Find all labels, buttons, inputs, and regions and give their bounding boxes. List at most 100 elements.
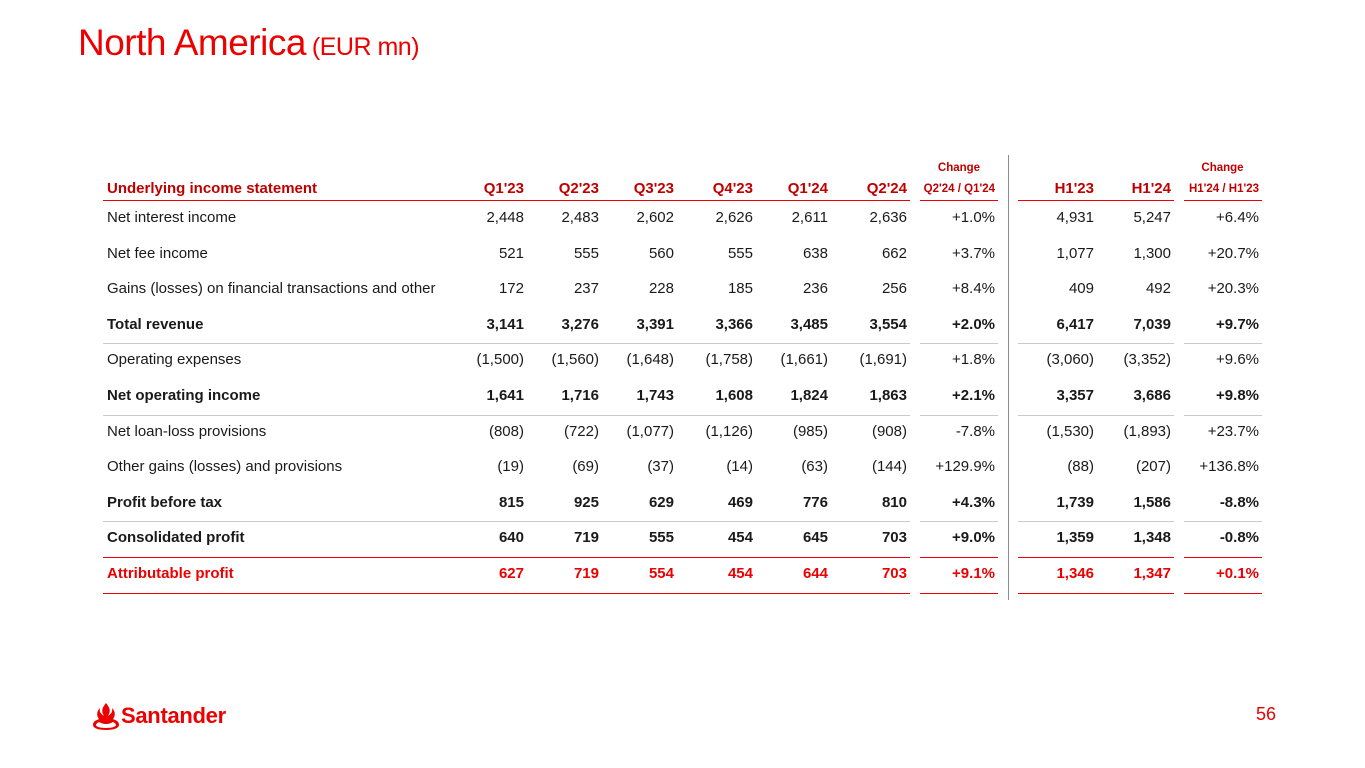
row-divider	[920, 521, 998, 522]
table-cell: +129.9%	[935, 458, 995, 476]
table-cell: 1,716	[561, 387, 599, 404]
table-cell: 3,554	[869, 315, 907, 333]
table-cell: +9.0%	[952, 529, 995, 547]
row-label: Operating expenses	[107, 351, 242, 369]
table-cell: 236	[802, 280, 828, 298]
table-cell: 7,039	[1133, 315, 1171, 333]
table-cell: 925	[573, 493, 599, 511]
table-cell: 3,686	[1133, 387, 1171, 404]
table-cell: (1,560)	[551, 351, 599, 369]
table-cell: 3,276	[561, 315, 599, 333]
table-cell: +4.3%	[952, 493, 995, 511]
table-cell: 560	[648, 244, 674, 262]
table-cell: (14)	[726, 458, 753, 476]
table-cell: 554	[648, 565, 674, 582]
table-cell: 719	[573, 529, 599, 547]
column-header: Q2'24	[866, 180, 907, 197]
table-cell: 3,366	[715, 315, 753, 333]
table-cell: 6,417	[1056, 315, 1094, 333]
table-cell: (63)	[801, 458, 828, 476]
table-cell: (1,077)	[626, 422, 674, 440]
table-cell: 1,863	[869, 387, 907, 404]
table-cell: +2.1%	[952, 387, 995, 404]
table-cell: 185	[727, 280, 753, 298]
table-cell: 3,141	[486, 315, 524, 333]
table-cell: 454	[727, 565, 753, 582]
table-cell: +0.1%	[1216, 565, 1259, 582]
header-rule	[103, 200, 910, 201]
row-divider	[920, 557, 998, 558]
table-cell: 640	[498, 529, 524, 547]
table-cell: 469	[727, 493, 753, 511]
row-label: Net loan-loss provisions	[107, 422, 267, 440]
table-cell: (3,060)	[1046, 351, 1094, 369]
column-header: Q1'24	[787, 180, 828, 197]
table-cell: 1,608	[715, 387, 753, 404]
table-cell: 2,626	[715, 209, 753, 226]
table-cell: 3,485	[790, 315, 828, 333]
table-cell: 256	[881, 280, 907, 298]
row-label: Attributable profit	[107, 565, 234, 582]
table-cell: 1,359	[1056, 529, 1094, 547]
table-cell: 1,077	[1056, 244, 1094, 262]
table-cell: 627	[498, 565, 524, 582]
table-cell: (1,530)	[1046, 422, 1094, 440]
table-cell: (1,758)	[705, 351, 753, 369]
table-cell: 719	[573, 565, 599, 582]
table-cell: 2,611	[791, 209, 828, 226]
page-title: North America (EUR mn)	[78, 22, 420, 64]
table-cell: 776	[802, 493, 828, 511]
table-cell: 1,300	[1133, 244, 1171, 262]
table-cell: +1.0%	[952, 209, 995, 226]
table-cell: (19)	[497, 458, 524, 476]
table-cell: 454	[727, 529, 753, 547]
column-header: Q4'23	[712, 180, 753, 197]
table-cell: +9.1%	[952, 565, 995, 582]
table-cell: (808)	[488, 422, 524, 440]
row-divider	[103, 557, 910, 558]
table-cell: +136.8%	[1199, 458, 1259, 476]
table-cell: 3,391	[636, 315, 674, 333]
table-cell: +20.7%	[1207, 244, 1259, 262]
table-cell: 409	[1068, 280, 1094, 298]
row-divider	[1184, 557, 1262, 558]
column-header: Q1'23	[483, 180, 524, 197]
table-cell: 645	[802, 529, 828, 547]
table-cell: 3,357	[1056, 387, 1094, 404]
table-cell: 555	[727, 244, 753, 262]
row-divider	[1018, 521, 1174, 522]
table-cell: 1,586	[1133, 493, 1171, 511]
column-header: H1'24 / H1'23	[1188, 183, 1259, 195]
table-cell: 1,348	[1133, 529, 1171, 547]
change-group-label: Change	[1201, 162, 1244, 174]
table-cell: (1,893)	[1123, 422, 1171, 440]
table-cell: 1,743	[636, 387, 674, 404]
table-header-label: Underlying income statement	[107, 180, 318, 197]
table-cell: 1,739	[1056, 493, 1094, 511]
table-cell: 172	[498, 280, 524, 298]
table-cell: +2.0%	[952, 315, 995, 333]
table-cell: (144)	[871, 458, 907, 476]
row-divider	[1184, 593, 1262, 594]
table-cell: (1,500)	[476, 351, 524, 369]
row-divider	[920, 415, 998, 416]
row-divider	[103, 343, 910, 344]
table-cell: +9.6%	[1216, 351, 1259, 369]
header-rule	[1018, 200, 1174, 201]
table-cell: 521	[498, 244, 524, 262]
table-cell: 703	[881, 529, 907, 547]
table-cell: 2,636	[869, 209, 907, 226]
table-cell: (207)	[1135, 458, 1171, 476]
table-cell: 228	[648, 280, 674, 298]
table-cell: (1,126)	[705, 422, 753, 440]
table-cell: (37)	[647, 458, 674, 476]
table-cell: 810	[881, 493, 907, 511]
table-cell: -0.8%	[1219, 529, 1259, 547]
row-divider	[103, 521, 910, 522]
table-cell: (1,691)	[859, 351, 907, 369]
page-number: 56	[1255, 704, 1276, 724]
table-cell: +6.4%	[1216, 209, 1259, 226]
table-cell: 4,931	[1056, 209, 1094, 226]
table-cell: 1,824	[790, 387, 828, 404]
